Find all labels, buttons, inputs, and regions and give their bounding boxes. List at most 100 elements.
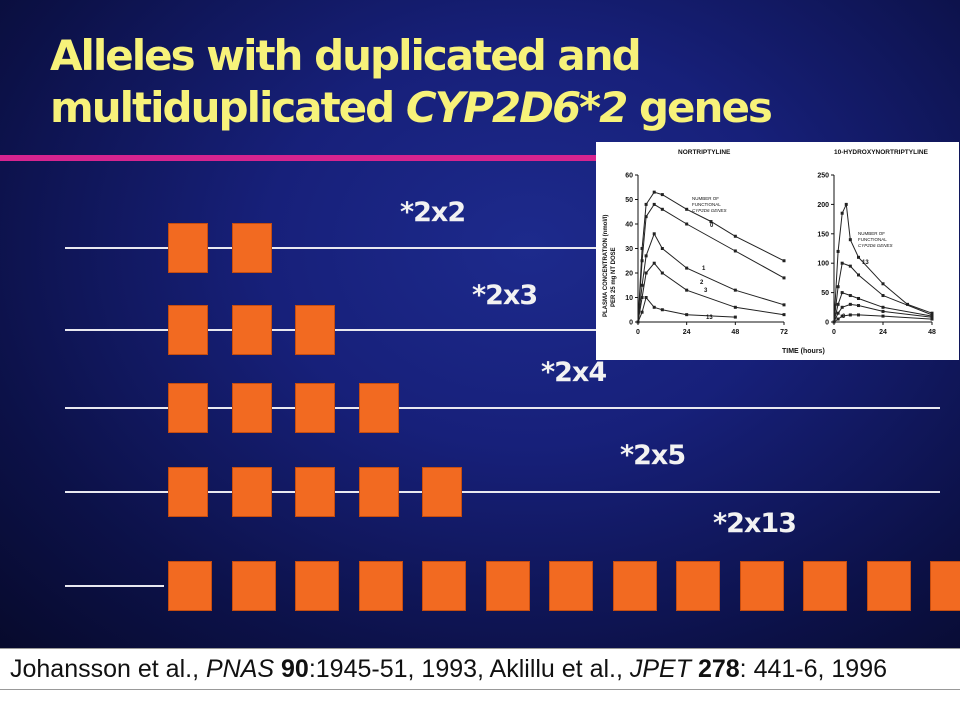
data-point [857, 255, 860, 259]
legend-text: CYP2D6 GENES [858, 243, 893, 248]
data-point [848, 302, 852, 306]
title-underline [0, 155, 596, 161]
gene-copy-box [295, 383, 335, 433]
citation-journal-2: JPET [629, 655, 691, 683]
y-tick-label: 0 [825, 320, 829, 327]
data-point [881, 309, 885, 313]
y-axis-label: PLASMA CONCENTRATION (nmol/l) [603, 215, 609, 317]
curve-label: 13 [862, 260, 869, 266]
data-point [685, 266, 689, 270]
gene-copy-box [358, 383, 399, 433]
data-point [836, 249, 840, 253]
gene-copy-box [803, 561, 847, 611]
data-point [782, 303, 786, 307]
data-point [652, 190, 656, 194]
data-point [644, 271, 648, 275]
legend-text: NUMBER OF [692, 196, 719, 201]
y-tick-label: 250 [817, 173, 829, 180]
citation-pages-1: :1945-51, 1993, Aklillu et al., [308, 655, 630, 683]
data-point [660, 247, 664, 250]
data-point [836, 317, 840, 321]
allele-label: *2x3 [472, 280, 538, 311]
data-point [848, 264, 852, 268]
y-tick-label: 200 [817, 202, 829, 209]
curve-label: 3 [704, 288, 708, 294]
curve-label: 13 [706, 315, 713, 321]
curve-label: 0 [710, 223, 714, 229]
y-tick-label: 150 [817, 231, 829, 238]
curve-label: 2 [700, 280, 704, 286]
data-point [660, 308, 664, 312]
y-tick-label: 50 [625, 197, 633, 204]
y-axis-label: PER 25 mg NT DOSE [611, 247, 617, 307]
gene-copy-box [676, 561, 720, 611]
data-point [709, 220, 713, 224]
gene-copy-box [231, 383, 272, 433]
citation-volume-2: 278 [691, 655, 740, 683]
data-point [644, 254, 648, 258]
data-point [881, 305, 885, 309]
citation-authors-1: Johansson et al., [10, 655, 206, 683]
gene-copy-box [168, 305, 208, 355]
legend-text: FUNCTIONAL [692, 202, 721, 207]
data-point [733, 249, 737, 253]
data-point [652, 232, 656, 236]
x-tick-label: 72 [780, 329, 788, 336]
data-point [840, 291, 844, 295]
data-point [857, 296, 860, 300]
data-point [640, 259, 644, 263]
gene-copy-box [358, 561, 403, 611]
data-point [844, 202, 848, 206]
data-point [640, 296, 644, 299]
data-point [836, 302, 840, 306]
gene-copy-box [168, 467, 208, 517]
data-point [881, 294, 885, 298]
data-point [652, 305, 656, 309]
gene-copy-box [295, 305, 335, 355]
x-tick-label: 0 [832, 329, 836, 336]
allele-label: *2x2 [400, 197, 466, 228]
series-line [833, 202, 933, 323]
data-point [832, 320, 836, 324]
gene-copy-box [231, 305, 272, 355]
data-point [848, 294, 852, 298]
gene-copy-box [930, 561, 960, 611]
data-point [848, 238, 852, 242]
data-point [685, 222, 689, 226]
gene-copy-box [358, 467, 399, 517]
y-tick-label: 30 [625, 246, 633, 253]
data-point [733, 305, 737, 309]
x-tick-label: 24 [683, 329, 691, 336]
chromosome-line [65, 247, 596, 249]
gene-copy-box [168, 383, 208, 433]
series-line [637, 232, 785, 323]
data-point [660, 193, 664, 197]
y-tick-label: 0 [629, 320, 633, 327]
chromosome-line [65, 407, 940, 409]
data-point [930, 315, 934, 319]
data-point [685, 313, 689, 317]
citation-journal-1: PNAS [205, 655, 275, 683]
y-tick-label: 60 [625, 173, 633, 180]
data-point [840, 314, 844, 318]
curve-label: 1 [702, 266, 706, 272]
data-point [685, 207, 689, 211]
x-tick-label: 0 [636, 329, 640, 336]
title-line-2: multiduplicated CYP2D6*2 genes [50, 82, 773, 134]
data-point [906, 302, 909, 306]
gene-copy-box [422, 467, 462, 517]
gene-copy-box [231, 561, 276, 611]
x-tick-label: 48 [928, 329, 936, 336]
y-tick-label: 20 [625, 271, 633, 278]
gene-copy-box [231, 223, 272, 273]
data-point [836, 311, 840, 315]
gene-copy-box [295, 561, 339, 611]
legend-text: FUNCTIONAL [858, 237, 887, 242]
y-tick-label: 50 [821, 290, 829, 297]
gene-copy-box [295, 467, 335, 517]
allele-label: *2x4 [541, 357, 607, 388]
x-tick-label: 24 [879, 329, 887, 336]
legend-text: NUMBER OF [858, 231, 885, 236]
chromosome-line [65, 491, 940, 493]
